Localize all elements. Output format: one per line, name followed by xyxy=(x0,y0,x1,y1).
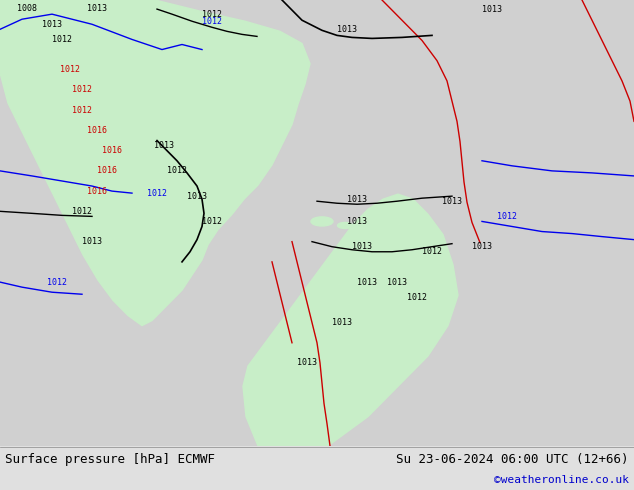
Ellipse shape xyxy=(337,222,353,228)
Text: 1012: 1012 xyxy=(202,10,222,19)
Text: 1013: 1013 xyxy=(154,141,174,150)
Text: 1016: 1016 xyxy=(102,146,122,155)
Text: 1013: 1013 xyxy=(82,237,102,246)
Text: 1013: 1013 xyxy=(347,217,367,226)
Text: 1013: 1013 xyxy=(352,242,372,251)
Text: 1013: 1013 xyxy=(42,20,62,29)
Ellipse shape xyxy=(311,217,333,226)
Text: 1012: 1012 xyxy=(202,217,222,226)
Text: 1016: 1016 xyxy=(87,187,107,196)
Text: 1012: 1012 xyxy=(497,212,517,221)
Text: 1013: 1013 xyxy=(337,25,357,34)
Text: 1013: 1013 xyxy=(187,192,207,201)
Ellipse shape xyxy=(359,226,371,231)
Text: 1012: 1012 xyxy=(202,17,222,26)
Text: 1013: 1013 xyxy=(297,359,317,368)
Polygon shape xyxy=(0,0,310,325)
Text: 1012: 1012 xyxy=(47,278,67,287)
Text: 1013: 1013 xyxy=(87,3,107,13)
Text: ©weatheronline.co.uk: ©weatheronline.co.uk xyxy=(494,475,629,485)
Text: 1012: 1012 xyxy=(167,167,187,175)
Text: Surface pressure [hPa] ECMWF: Surface pressure [hPa] ECMWF xyxy=(5,453,215,466)
Text: 1013: 1013 xyxy=(387,278,407,287)
Text: 1013: 1013 xyxy=(347,195,367,204)
Text: 1016: 1016 xyxy=(97,167,117,175)
Text: 1012: 1012 xyxy=(52,35,72,44)
Text: 1016: 1016 xyxy=(87,126,107,135)
Text: 1013: 1013 xyxy=(357,278,377,287)
Text: 1013: 1013 xyxy=(472,242,492,251)
Text: 1013: 1013 xyxy=(332,318,352,327)
Text: 1012: 1012 xyxy=(407,293,427,302)
Text: 1012: 1012 xyxy=(72,106,92,115)
Text: 1008: 1008 xyxy=(17,3,37,13)
Text: 1012: 1012 xyxy=(72,85,92,95)
Text: 1013: 1013 xyxy=(482,4,502,14)
Text: 1012: 1012 xyxy=(147,189,167,197)
Text: 1012: 1012 xyxy=(72,207,92,216)
Text: 1012: 1012 xyxy=(422,247,442,256)
Text: Su 23-06-2024 06:00 UTC (12+66): Su 23-06-2024 06:00 UTC (12+66) xyxy=(396,453,629,466)
Text: 1013: 1013 xyxy=(442,196,462,206)
Text: 1012: 1012 xyxy=(60,65,80,74)
Polygon shape xyxy=(243,194,458,446)
